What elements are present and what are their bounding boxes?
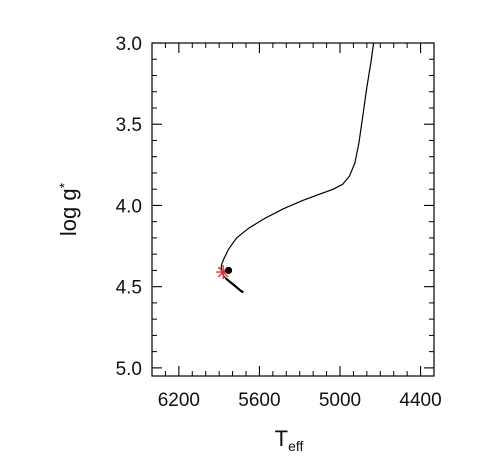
- evolutionary-track-line: [220, 42, 375, 293]
- x-tick-label: 4400: [399, 390, 441, 411]
- x-tick-label: 5600: [238, 390, 280, 411]
- x-tick-labels: 6200 5600 5000 4400: [158, 390, 442, 411]
- y-tick-labels: 3.0 3.5 4.0 4.5 5.0: [116, 34, 142, 380]
- tick-marks: [152, 42, 435, 376]
- x-tick-label: 5000: [319, 390, 361, 411]
- x-tick-label: 6200: [158, 390, 200, 411]
- y-tick-label: 3.0: [116, 34, 142, 55]
- y-tick-label: 4.0: [116, 196, 142, 217]
- y-tick-label: 3.5: [116, 115, 142, 136]
- markers: [216, 265, 244, 294]
- x-axis-title: Teff: [275, 426, 304, 454]
- y-tick-label: 4.5: [116, 278, 142, 299]
- y-tick-label: 5.0: [116, 359, 142, 380]
- current-position-dot: [224, 266, 233, 275]
- y-axis-title: log g*: [56, 182, 81, 236]
- plot-frame: [151, 42, 435, 377]
- track-tail: [225, 277, 244, 294]
